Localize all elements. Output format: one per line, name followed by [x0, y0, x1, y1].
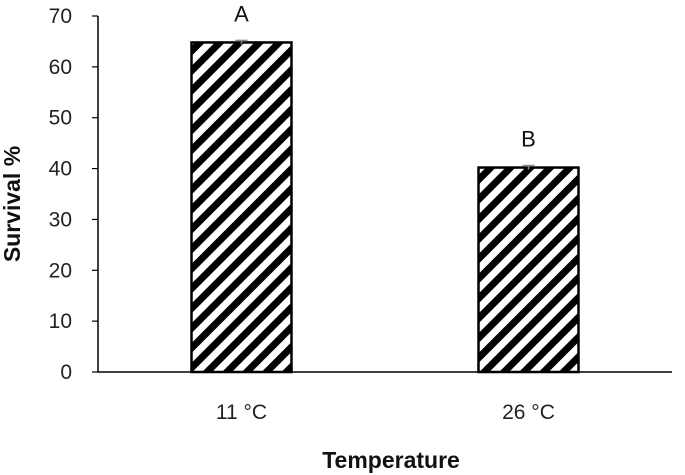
x-axis-ticks: 11 °C 26 °C [216, 401, 555, 424]
y-tick-label: 70 [49, 5, 72, 28]
x-tick-label: 11 °C [216, 401, 267, 424]
y-axis-ticks: 0 10 20 30 40 50 60 70 [49, 5, 98, 384]
bars: AB [190, 1, 580, 374]
y-tick-label: 50 [49, 107, 72, 130]
y-tick-label: 20 [49, 259, 72, 282]
significance-label: B [521, 127, 536, 152]
x-tick-label: 26 °C [502, 401, 555, 424]
bar [477, 166, 580, 374]
significance-label: A [234, 1, 249, 26]
y-tick-label: 10 [49, 310, 72, 333]
y-tick-label: 60 [49, 56, 72, 79]
y-tick-label: 30 [49, 208, 72, 231]
y-axis-title: Survival % [0, 146, 25, 262]
x-axis-title: Temperature [322, 447, 460, 473]
y-tick-label: 40 [49, 158, 72, 181]
y-tick-label: 0 [60, 361, 72, 384]
bar [190, 41, 293, 374]
